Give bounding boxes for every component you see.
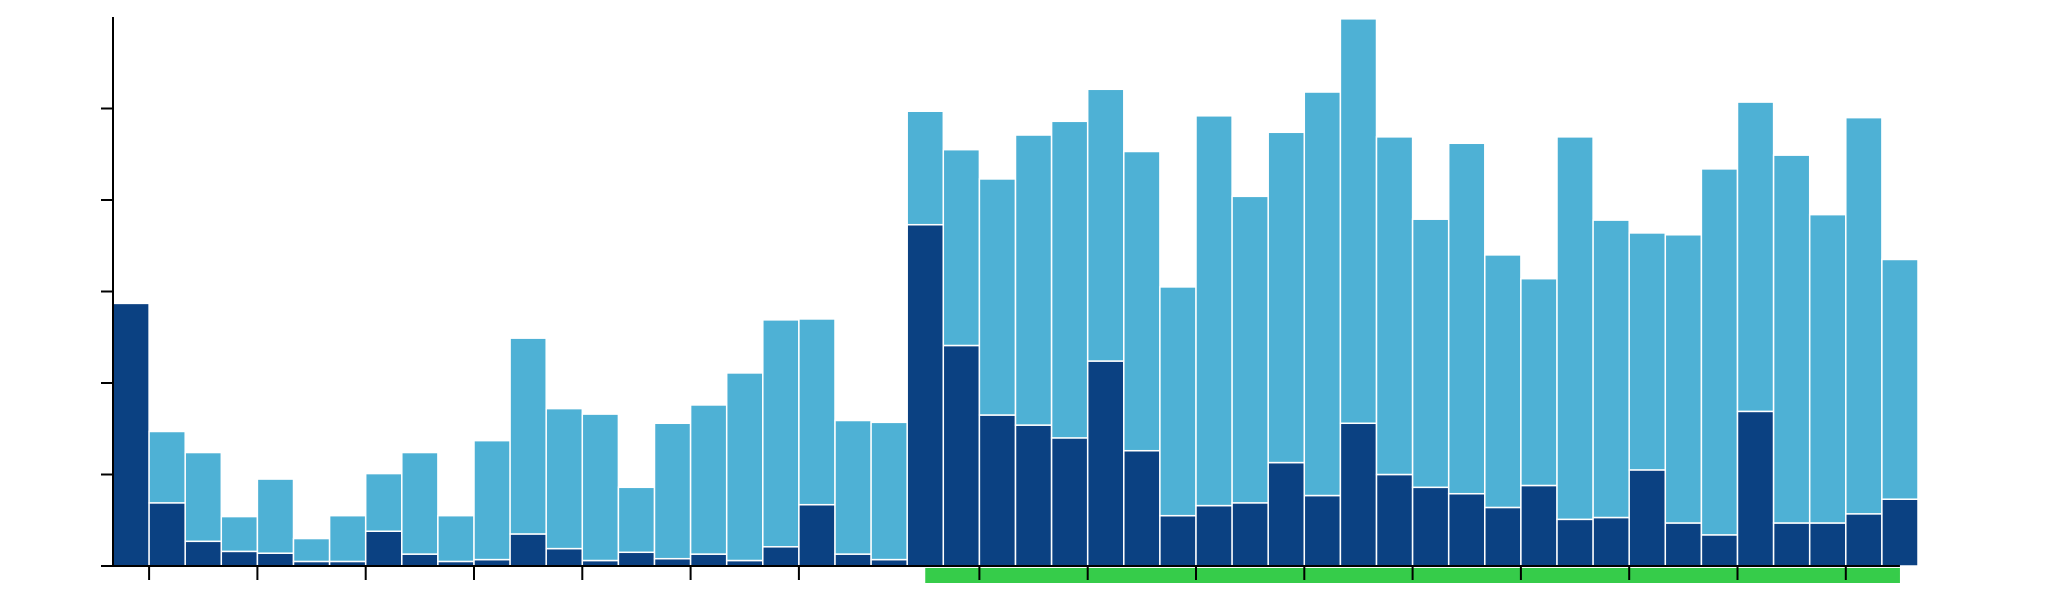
bar-bottom-35	[1375, 473, 1414, 567]
bar-top-48	[1845, 116, 1883, 515]
bar-top-46	[1772, 154, 1811, 524]
bar-top-26	[1050, 120, 1089, 439]
bar-top-2	[184, 451, 223, 543]
bar-top-39	[1520, 277, 1558, 487]
bar-bottom-39	[1520, 484, 1558, 567]
bar-top-23	[942, 148, 981, 347]
bar-bottom-33	[1303, 494, 1342, 567]
bar-bottom-30	[1195, 504, 1233, 567]
bar-top-44	[1700, 168, 1739, 536]
bar-top-24	[978, 178, 1017, 416]
bar-bottom-22	[906, 223, 945, 567]
bars-layer	[112, 18, 1919, 567]
bar-bottom-20	[834, 553, 872, 567]
bar-top-47	[1808, 213, 1847, 524]
bar-top-49	[1881, 258, 1919, 500]
bar-top-1	[148, 430, 186, 504]
bar-bottom-29	[1159, 514, 1197, 567]
bar-top-25	[1014, 134, 1053, 426]
bar-bottom-40	[1556, 518, 1594, 567]
bar-bottom-0	[112, 302, 150, 567]
bar-bottom-14	[617, 551, 656, 567]
bar-top-42	[1628, 232, 1667, 471]
bar-top-41	[1592, 219, 1630, 519]
bar-bottom-47	[1808, 522, 1847, 567]
bar-top-10	[473, 439, 511, 561]
bar-top-17	[725, 372, 764, 562]
bar-top-36	[1411, 218, 1450, 489]
bar-top-15	[653, 422, 692, 560]
bar-top-32	[1267, 131, 1306, 464]
bar-top-31	[1231, 195, 1269, 504]
bar-top-40	[1556, 136, 1594, 521]
bar-bottom-12	[545, 547, 584, 567]
bar-top-22	[906, 110, 945, 226]
bar-top-14	[617, 486, 656, 554]
bar-bottom-43	[1664, 522, 1703, 567]
bar-top-7	[364, 472, 403, 532]
bar-bottom-11	[509, 533, 547, 567]
bar-bottom-16	[689, 553, 728, 567]
bar-top-29	[1159, 286, 1197, 517]
bar-top-27	[1086, 88, 1125, 362]
bar-bottom-18	[762, 546, 800, 567]
bar-bottom-26	[1050, 437, 1089, 567]
bar-top-11	[509, 337, 547, 535]
bar-bottom-15	[653, 557, 692, 567]
bar-top-43	[1664, 234, 1703, 524]
bar-bottom-44	[1700, 534, 1739, 567]
bar-bottom-42	[1628, 469, 1667, 567]
bar-bottom-8	[401, 553, 439, 567]
bar-bottom-1	[148, 502, 186, 567]
bar-top-21	[870, 421, 908, 561]
bar-bottom-38	[1484, 506, 1522, 567]
bar-bottom-25	[1014, 424, 1053, 567]
bar-bottom-32	[1267, 461, 1306, 567]
bar-top-33	[1303, 91, 1342, 497]
bar-bottom-31	[1231, 502, 1269, 567]
bar-top-16	[689, 404, 728, 555]
bar-bottom-34	[1339, 422, 1378, 567]
bar-top-13	[581, 413, 620, 562]
bar-bottom-45	[1736, 410, 1775, 567]
bar-top-12	[545, 407, 584, 550]
bar-bottom-3	[220, 550, 259, 567]
bar-top-4	[256, 478, 295, 554]
bar-top-30	[1195, 115, 1233, 507]
bar-bottom-41	[1592, 516, 1630, 567]
bar-bottom-7	[364, 530, 403, 567]
bar-bottom-36	[1411, 486, 1450, 567]
bar-bottom-4	[256, 552, 295, 567]
bar-top-18	[762, 319, 800, 548]
bar-top-8	[401, 451, 439, 555]
bar-bottom-27	[1086, 360, 1125, 567]
bar-top-34	[1339, 18, 1378, 425]
bar-bottom-46	[1772, 522, 1811, 567]
bar-top-19	[798, 318, 836, 506]
bar-bottom-28	[1123, 449, 1161, 567]
bar-bottom-19	[798, 503, 836, 567]
bar-top-3	[220, 515, 259, 553]
bar-top-45	[1736, 101, 1775, 413]
bar-bottom-23	[942, 344, 981, 567]
bar-bottom-24	[978, 414, 1017, 567]
bar-bottom-37	[1447, 492, 1486, 567]
bar-top-37	[1447, 142, 1486, 495]
bar-top-28	[1123, 150, 1161, 452]
bar-bottom-48	[1845, 513, 1883, 567]
bar-top-38	[1484, 254, 1522, 509]
bar-bottom-2	[184, 540, 223, 567]
bar-top-6	[328, 514, 367, 563]
bar-top-9	[437, 514, 475, 563]
bar-top-5	[292, 537, 331, 563]
bar-bottom-49	[1881, 498, 1919, 567]
axes-layer	[101, 17, 1900, 580]
bar-top-20	[834, 419, 872, 555]
bar-top-35	[1375, 136, 1414, 476]
